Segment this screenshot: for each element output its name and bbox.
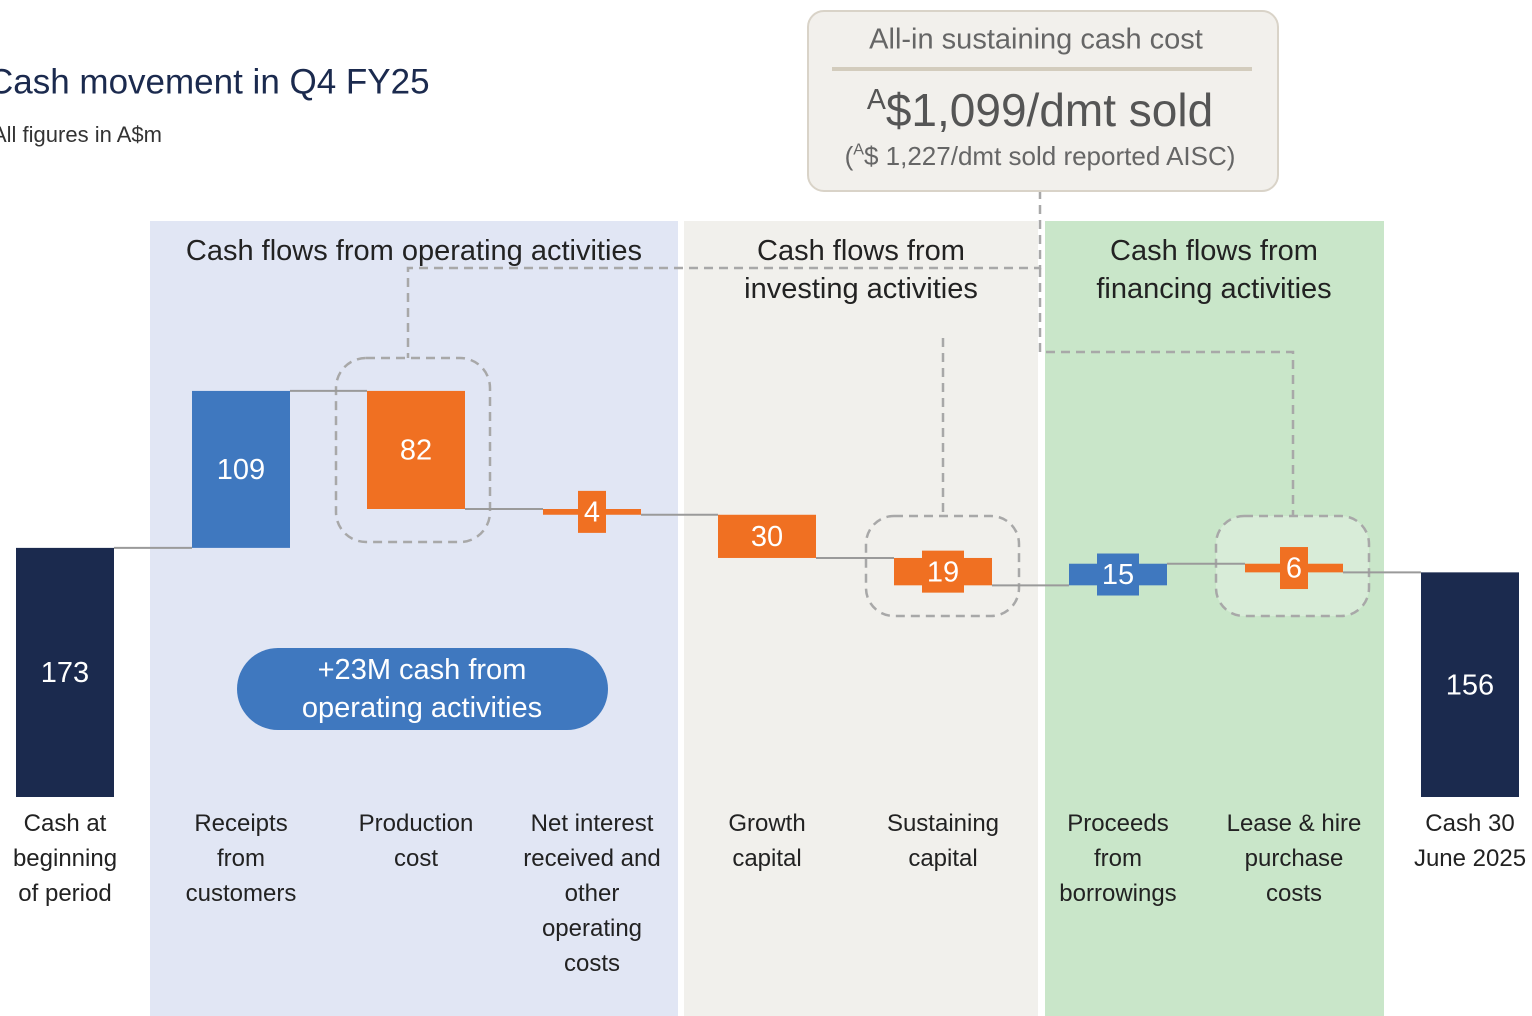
x-tick-label: Receipts from customers bbox=[186, 810, 297, 907]
dashed-link bbox=[406, 190, 1042, 358]
value-label: 173 bbox=[41, 657, 89, 689]
x-tick-label: Lease & hire purchase costs bbox=[1227, 810, 1362, 907]
plot: 173 Cash at beginning of period 109 Receipts f… bbox=[13, 389, 1526, 977]
value-label: 109 bbox=[217, 454, 265, 486]
bar bbox=[718, 514, 816, 558]
section-panel bbox=[1045, 221, 1384, 1016]
value-label-box bbox=[1280, 547, 1308, 590]
value-label: 30 bbox=[751, 521, 783, 553]
chart-subtitle: All figures in A$m bbox=[0, 122, 162, 147]
value-label-box bbox=[578, 490, 606, 533]
value-label: 15 bbox=[1102, 559, 1134, 591]
group-outline bbox=[864, 514, 1021, 618]
x-tick-label: Net interest received and other operating co… bbox=[523, 810, 660, 977]
value-label: 156 bbox=[1446, 669, 1494, 701]
bar bbox=[367, 390, 465, 509]
aisc-box bbox=[807, 10, 1279, 192]
section-panel bbox=[150, 221, 678, 1016]
aisc-value: A$1,099/dmt sold bbox=[867, 84, 1213, 137]
x-tick-label: Growth capital bbox=[728, 810, 805, 872]
aisc-reported: (A$ 1,227/dmt sold reported AISC) bbox=[845, 141, 1236, 171]
annotation-pill bbox=[237, 648, 608, 730]
x-tick-label: Sustaining capital bbox=[887, 810, 999, 872]
bar bbox=[192, 390, 290, 548]
value-label: 19 bbox=[927, 556, 959, 588]
x-tick-label: Cash 30 June 2025 bbox=[1414, 810, 1526, 872]
section-title: Cash flows from investing activities bbox=[744, 235, 978, 305]
section-title: Cash flows from financing activities bbox=[1096, 235, 1331, 305]
x-tick-label: Proceeds from borrowings bbox=[1059, 810, 1176, 907]
value-label: 4 bbox=[584, 497, 600, 529]
annotation: +23M cash from operating activities bbox=[302, 654, 542, 724]
section-title: Cash flows from operating activities bbox=[186, 235, 642, 267]
x-tick-label: Cash at beginning of period bbox=[13, 810, 117, 907]
aisc-title: All-in sustaining cash cost bbox=[869, 24, 1203, 56]
value-label-box bbox=[1097, 553, 1139, 596]
sections: Cash flows from operating activities Cash… bbox=[150, 221, 1384, 1016]
chart-title: Cash movement in Q4 FY25 bbox=[0, 62, 430, 101]
value-label-box bbox=[922, 550, 964, 593]
value-label: 82 bbox=[400, 435, 432, 467]
x-tick-label: Production cost bbox=[359, 810, 474, 872]
dashed-link bbox=[1038, 268, 1295, 516]
bar bbox=[1421, 572, 1519, 797]
section-panel bbox=[684, 221, 1038, 1016]
bar bbox=[16, 547, 114, 797]
value-label: 6 bbox=[1286, 553, 1302, 585]
group-outline bbox=[334, 356, 492, 544]
